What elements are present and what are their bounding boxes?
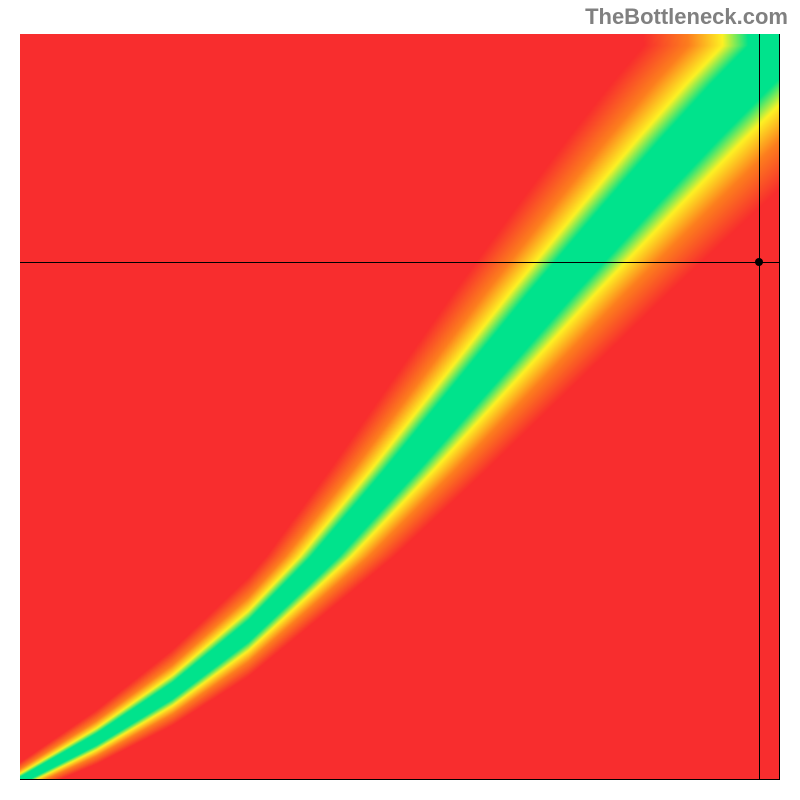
crosshair-vertical (759, 34, 760, 780)
plot-border-bottom (20, 779, 780, 780)
plot-border-right (779, 34, 780, 780)
plot-area (20, 34, 780, 780)
crosshair-horizontal (20, 262, 780, 263)
bottleneck-heatmap (20, 34, 780, 780)
crosshair-marker (755, 258, 763, 266)
watermark-text: TheBottleneck.com (585, 4, 788, 30)
chart-container: TheBottleneck.com (0, 0, 800, 800)
